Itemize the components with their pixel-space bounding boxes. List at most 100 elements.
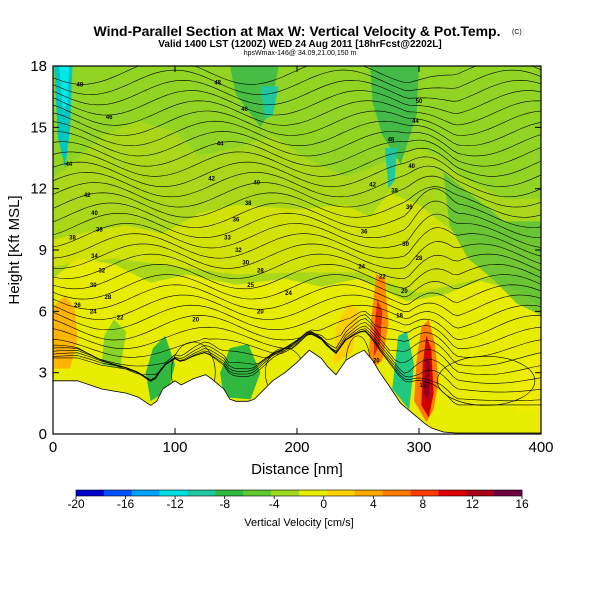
x-tick-label: 400 (528, 439, 553, 456)
theta-contour (53, 328, 541, 384)
contour-label: 38 (69, 236, 76, 242)
theta-contour (53, 165, 541, 198)
contour-label: 24 (358, 264, 365, 270)
x-tick-label: 0 (49, 439, 57, 456)
contour-label: 40 (253, 181, 260, 187)
contour-label: 28 (416, 256, 423, 262)
contour-label: 36 (406, 205, 413, 211)
colorbar-tick-label: 16 (515, 497, 529, 511)
contour-label: 44 (66, 162, 73, 168)
colorbar-tick-label: 4 (370, 497, 377, 511)
theta-contour (53, 241, 541, 269)
colorbar-swatch (215, 490, 244, 496)
colorbar-swatch (382, 490, 411, 496)
theta-contour (53, 213, 541, 249)
theta-contour (53, 253, 541, 279)
theta-contour (53, 227, 541, 259)
x-tick-label: 300 (406, 439, 431, 456)
chart-subtitle-2: hpsWmax-146@ 34.09,21.00,150 m (244, 50, 357, 57)
title-mark: (C) (512, 29, 522, 36)
contour-label: 24 (90, 309, 97, 315)
theta-contour (437, 356, 536, 406)
contour-label: 32 (235, 248, 242, 254)
theta-contour (53, 147, 541, 177)
contour-label: 20 (401, 289, 408, 295)
contour-label: 24 (285, 291, 292, 297)
theta-contour (53, 79, 541, 106)
contour-label: 40 (408, 164, 415, 170)
contour-label: 26 (74, 303, 81, 309)
theta-contour (53, 139, 541, 167)
contour-label: 50 (416, 99, 423, 105)
colorbar-swatch (76, 490, 105, 496)
contour-label: 30 (402, 242, 409, 248)
colorbar-swatch (271, 490, 300, 496)
y-tick-label: 3 (39, 365, 47, 382)
velocity-region (145, 335, 175, 402)
theta-contour (53, 330, 541, 393)
contour-label: 20 (192, 318, 199, 324)
colorbar-swatch (410, 490, 439, 496)
contour-label: 38 (391, 189, 398, 195)
contour-label: 48 (76, 82, 83, 88)
contour-label: 46 (106, 115, 113, 121)
x-axis-label: Distance [nm] (251, 461, 343, 478)
colorbar-swatch (438, 490, 467, 496)
theta-contour (53, 188, 541, 228)
colorbar-frame (75, 489, 523, 497)
contour-label: 36 (361, 230, 368, 236)
y-tick-label: 15 (30, 119, 47, 136)
colorbar-tick-label: -16 (117, 497, 135, 511)
theta-contour (53, 100, 541, 126)
theta-contour (53, 110, 541, 136)
y-tick-label: 6 (39, 303, 47, 320)
y-tick-label: 12 (30, 181, 47, 198)
colorbar-tick-label: -4 (269, 497, 280, 511)
theta-contour (53, 90, 541, 116)
colorbar-swatch (466, 490, 495, 496)
velocity-region (53, 192, 541, 293)
velocity-region (384, 147, 397, 189)
contour-label: 48 (388, 138, 395, 144)
colorbar: -20 -16 -12 -8 -4 0 4 8 12 16 (67, 489, 529, 511)
contour-label: 42 (84, 193, 91, 199)
contour-label: 42 (208, 176, 215, 182)
contour-label: 42 (369, 183, 376, 189)
y-tick-label: 18 (30, 58, 47, 75)
velocity-region (333, 303, 361, 365)
contour-label: 20 (257, 309, 264, 315)
colorbar-swatch (326, 490, 356, 496)
colorbar-label: Vertical Velocity [cm/s] (244, 517, 353, 529)
contour-label: 46 (241, 107, 248, 113)
contour-label: 36 (233, 217, 240, 223)
colorbar-swatch (299, 490, 328, 496)
theta-contour (53, 69, 541, 95)
colorbar-tick-label: 0 (320, 497, 327, 511)
theta-contour (53, 310, 541, 341)
theta-contour (53, 325, 541, 375)
colorbar-tick-label: -12 (166, 497, 184, 511)
chart-subtitle: Valid 1400 LST (1200Z) WED 24 Aug 2011 [… (158, 39, 441, 50)
colorbar-tick-label: -8 (219, 497, 230, 511)
contour-label: 22 (117, 315, 124, 321)
theta-contour (53, 120, 541, 147)
y-tick-label: 0 (39, 426, 47, 443)
theta-contour (53, 284, 541, 310)
contour-label: 48 (214, 80, 221, 86)
theta-contour (53, 186, 541, 218)
velocity-region (53, 66, 541, 199)
theta-contour (53, 263, 541, 290)
terrain (53, 349, 541, 434)
contour-label: 22 (379, 275, 386, 281)
theta-contour (53, 156, 541, 187)
plot-area: 48 48 46 46 48 50 44 44 44 42 40 42 42 40 38 40 38 36 38 38… (53, 66, 541, 434)
contour-label: 33 (224, 236, 231, 242)
theta-contour (53, 314, 541, 349)
colorbar-swatch (103, 490, 133, 496)
velocity-region (443, 172, 541, 316)
contour-label: 18 (419, 383, 426, 389)
theta-contour (53, 322, 541, 367)
contour-label: 30 (242, 260, 249, 266)
